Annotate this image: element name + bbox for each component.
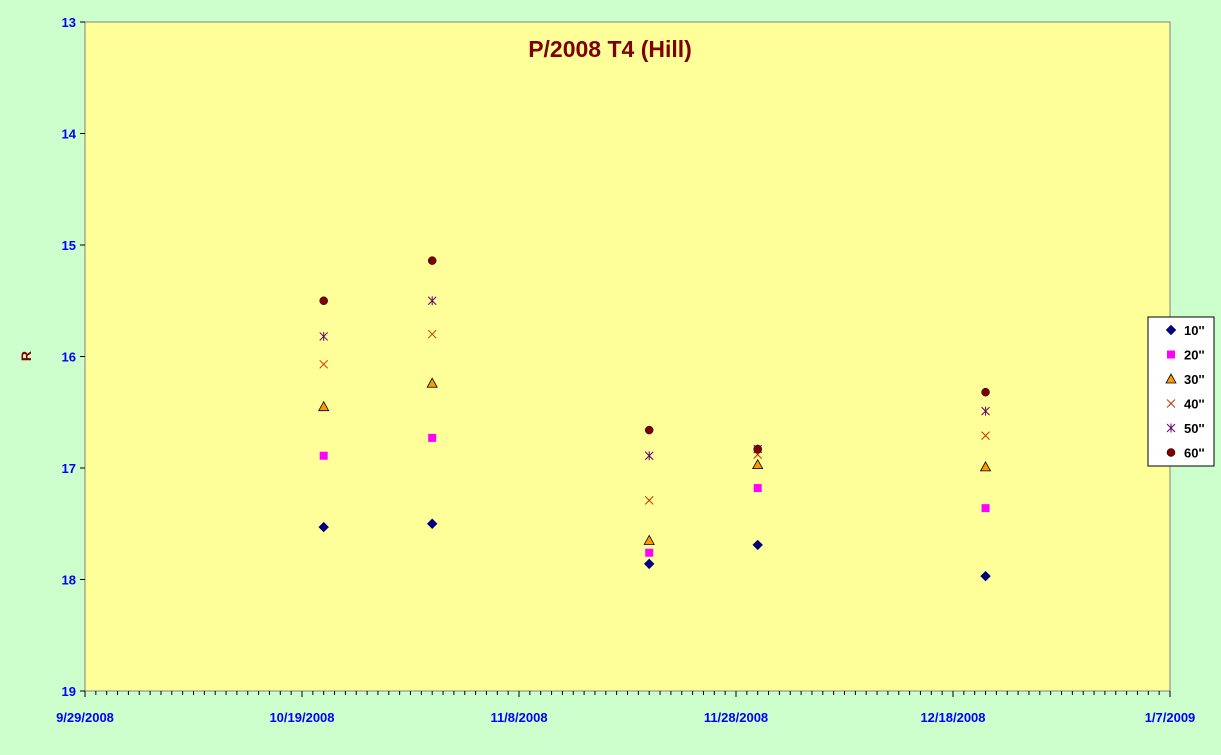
y-tick-label: 19: [62, 684, 76, 699]
legend-marker: [1166, 448, 1176, 457]
plot-area: [84, 21, 1171, 692]
legend-marker: [1167, 350, 1175, 359]
series-circle: [319, 256, 990, 454]
legend-marker: [1166, 399, 1176, 408]
x-tick-label: 10/19/2008: [269, 710, 334, 725]
y-tick-label: 16: [62, 350, 76, 365]
data-point: [319, 359, 329, 369]
data-point: [644, 495, 654, 505]
legend-item: 60'': [1166, 446, 1205, 461]
legend-marker: [1166, 423, 1176, 433]
data-point: [645, 548, 654, 557]
data-point: [318, 400, 330, 412]
legend-label: 40'': [1184, 397, 1205, 412]
y-tick-label: 15: [62, 238, 76, 253]
series-diamond: [318, 518, 991, 582]
legend-item: 50'': [1166, 421, 1205, 436]
legend-label: 50'': [1184, 421, 1205, 436]
x-tick-label: 9/29/2008: [56, 710, 114, 725]
data-point: [318, 521, 329, 533]
y-tick-label: 13: [62, 15, 76, 30]
data-point: [981, 406, 990, 416]
axes: 13 14 15 16 17 18 19 9/29/2008 10/19/2008 11/8/20…: [56, 15, 1195, 725]
x-tick-label: 1/7/2009: [1145, 710, 1196, 725]
data-point: [319, 451, 328, 460]
data-point: [643, 558, 655, 570]
data-point: [752, 458, 764, 470]
data-point: [319, 296, 328, 305]
legend-label: 20'': [1184, 348, 1205, 363]
data-point: [753, 484, 762, 493]
data-point: [426, 377, 438, 388]
legend-item: 40'': [1166, 397, 1205, 412]
series-triangle: [318, 377, 992, 545]
y-tick-label: 14: [62, 127, 77, 142]
data-point: [643, 534, 655, 545]
data-point: [981, 431, 990, 441]
data-point: [753, 444, 762, 454]
data-point: [981, 387, 990, 397]
y-tick-label: 18: [62, 573, 76, 588]
x-tick-label: 12/18/2008: [920, 710, 985, 725]
series-square: [319, 433, 990, 557]
data-point: [319, 331, 329, 341]
data-point: [644, 425, 654, 435]
data-point: [979, 461, 992, 472]
data-point: [427, 256, 437, 265]
data-point: [427, 329, 437, 339]
x-tick-label: 11/8/2008: [490, 710, 547, 725]
legend-label: 10'': [1184, 323, 1205, 338]
legend-box: [1147, 316, 1215, 467]
legend-item: 20'': [1167, 348, 1205, 363]
data-point: [427, 296, 437, 306]
legend-marker: [1165, 324, 1177, 336]
legend-item: 30'': [1165, 372, 1205, 387]
x-tick-label: 11/28/2008: [704, 710, 768, 725]
data-point: [980, 570, 991, 582]
legend-label: 30'': [1184, 372, 1205, 387]
data-point: [644, 451, 654, 461]
data-marks: [318, 256, 992, 582]
legend-marker: [1165, 373, 1177, 384]
data-point: [426, 518, 438, 529]
data-point: [428, 433, 437, 442]
legend-label: 60'': [1184, 446, 1205, 461]
y-tick-label: 17: [62, 461, 76, 476]
data-point: [752, 539, 763, 551]
legend-item: 10'': [1165, 323, 1205, 338]
chart-title: P/2008 T4 (Hill): [528, 36, 692, 62]
legend: 10'' 20'' 30'' 40'' 50'' 60'': [1147, 316, 1215, 467]
data-point: [981, 504, 990, 513]
y-axis-label: R: [18, 351, 34, 361]
